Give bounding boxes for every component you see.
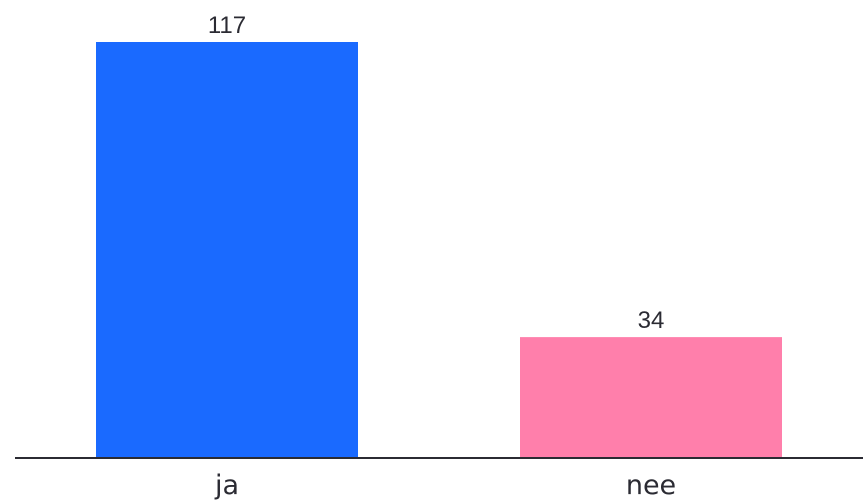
value-labels-group: 117 34 <box>208 12 664 334</box>
category-labels-group: ja nee <box>214 470 676 501</box>
bars-group <box>96 42 782 458</box>
value-label-nee: 34 <box>638 307 665 334</box>
category-label-nee: nee <box>626 470 676 501</box>
value-label-ja: 117 <box>208 12 246 39</box>
bar-ja <box>96 42 358 458</box>
bar-nee <box>520 337 782 458</box>
category-label-ja: ja <box>214 470 239 501</box>
